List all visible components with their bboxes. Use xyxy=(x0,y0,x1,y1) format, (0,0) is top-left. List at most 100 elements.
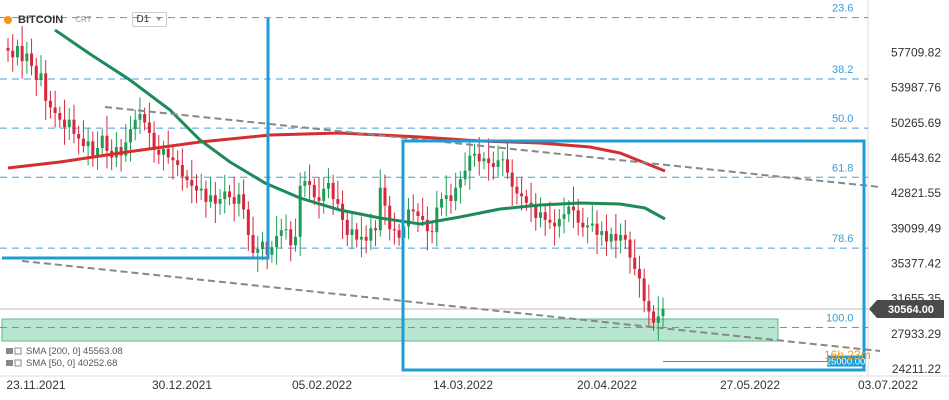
candle-body xyxy=(463,170,467,180)
candle-body xyxy=(166,148,170,158)
candle-body xyxy=(147,122,151,133)
instrument-type: CRT xyxy=(75,15,92,24)
x-axis-tick-label: 05.02.2022 xyxy=(292,378,352,392)
candle-body xyxy=(180,165,184,177)
candle-body xyxy=(162,148,166,155)
candle-body xyxy=(633,257,637,269)
x-axis-tick-label: 27.05.2022 xyxy=(720,378,780,392)
candle-body xyxy=(284,229,288,231)
candle-body xyxy=(331,182,335,200)
candle-body xyxy=(30,53,34,66)
candle-body xyxy=(501,159,505,161)
indicator-legend-entry: SMA [200, 0] 45563.08 xyxy=(26,346,123,357)
candle-body xyxy=(609,233,613,242)
candle-body xyxy=(656,316,660,323)
symbol-label[interactable]: BITCOIN xyxy=(18,13,64,26)
candle-body xyxy=(628,239,632,258)
candle-body xyxy=(209,195,213,202)
x-axis-tick-label: 03.07.2022 xyxy=(858,378,918,392)
candle-body xyxy=(246,209,250,235)
candle-body xyxy=(218,199,222,204)
candle-body xyxy=(505,159,509,173)
candle-body xyxy=(279,230,283,236)
candle-body xyxy=(487,158,491,164)
chevron-down-icon: ▼ xyxy=(155,16,163,23)
range-box-left xyxy=(2,18,270,260)
x-axis-tick-label: 20.04.2022 xyxy=(577,378,637,392)
candle-body xyxy=(369,228,373,241)
candle-body xyxy=(326,182,330,189)
candle-body xyxy=(642,278,646,302)
candle-body xyxy=(34,65,38,80)
candle-body xyxy=(223,191,227,200)
candle-body xyxy=(39,73,43,80)
candle-body xyxy=(440,199,444,208)
y-axis-tick-label: 24211.22 xyxy=(892,362,941,376)
candle-body xyxy=(152,132,156,150)
candle-body xyxy=(308,181,312,185)
candle-body xyxy=(124,142,128,156)
timeframe-select[interactable]: D1 ▼ xyxy=(131,12,168,27)
candle-body xyxy=(652,311,656,323)
candle-body xyxy=(289,229,293,246)
candle-body xyxy=(454,187,458,201)
toolbar: BITCOIN CRT D1 ▼ xyxy=(4,12,168,27)
candle-body xyxy=(91,141,95,156)
candle-body xyxy=(614,233,618,241)
candle-body xyxy=(590,223,594,226)
candle-body xyxy=(388,205,392,230)
candle-body xyxy=(67,119,71,128)
candle-body xyxy=(491,163,495,167)
candle-body xyxy=(129,129,133,143)
candle-body xyxy=(581,222,585,228)
indicator-settings-icon[interactable] xyxy=(14,359,22,367)
x-axis-tick-label: 30.12.2021 xyxy=(152,378,212,392)
candle-body xyxy=(213,195,217,204)
candle-body xyxy=(86,141,90,147)
candle-body xyxy=(204,188,208,202)
candle-countdown: 16h 23m xyxy=(824,348,871,362)
candle-body xyxy=(58,113,62,120)
fib-level-label: 50.0 xyxy=(832,113,853,125)
indicator-menu-icon[interactable] xyxy=(6,360,13,366)
candle-body xyxy=(510,172,514,187)
candle-body xyxy=(270,247,274,255)
indicator-menu-icon[interactable] xyxy=(6,348,13,354)
candle-body xyxy=(595,223,599,235)
candle-body xyxy=(105,135,109,151)
candle-body xyxy=(383,187,387,206)
candle-body xyxy=(378,187,382,231)
candle-body xyxy=(600,231,604,235)
support-zone xyxy=(1,318,779,342)
candle-body xyxy=(515,186,519,194)
y-axis-tick-label: 46543.62 xyxy=(891,151,941,165)
candle-body xyxy=(63,119,67,128)
sma-50-line xyxy=(54,28,666,226)
candle-body xyxy=(647,301,651,312)
fib-level-label: 78.6 xyxy=(832,233,853,245)
candle-body xyxy=(355,229,359,240)
candle-body xyxy=(374,228,378,231)
x-axis-tick-label: 23.11.2021 xyxy=(6,378,65,392)
candle-body xyxy=(482,158,486,162)
indicator-settings-icon[interactable] xyxy=(14,347,22,355)
candle-body xyxy=(416,211,420,217)
candle-body xyxy=(562,214,566,219)
candle-body xyxy=(421,216,425,220)
candle-body xyxy=(77,133,81,139)
candle-body xyxy=(534,204,538,218)
candle-body xyxy=(96,148,100,156)
support-level-value: 25000.00 xyxy=(826,357,866,368)
candle-body xyxy=(529,202,533,205)
candle-body xyxy=(444,195,448,200)
candle-body xyxy=(468,155,472,171)
candle-body xyxy=(576,210,580,223)
candle-body xyxy=(303,181,307,186)
candle-body xyxy=(557,218,561,227)
candle-body xyxy=(48,100,52,108)
candle-body xyxy=(538,212,542,218)
candle-body xyxy=(293,236,297,246)
candle-body xyxy=(458,179,462,188)
